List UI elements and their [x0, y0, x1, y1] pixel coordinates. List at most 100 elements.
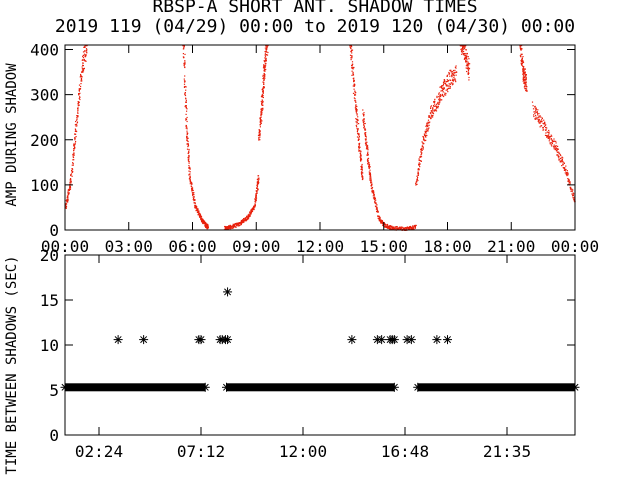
top-data-point-0	[71, 170, 73, 172]
top-data-point-0	[82, 54, 84, 56]
top-data-point-1	[199, 212, 201, 215]
top-data-point-10	[543, 129, 545, 131]
top-data-point-10	[568, 183, 570, 185]
top-data-point-10	[538, 121, 540, 123]
top-data-point-7	[419, 156, 421, 158]
top-data-point-0	[70, 178, 72, 180]
top-data-point-1	[195, 204, 197, 206]
top-data-point-1	[188, 149, 190, 151]
top-data-point-9	[523, 82, 525, 84]
top-data-point-0	[70, 174, 72, 176]
top-data-point-0	[72, 156, 75, 159]
top-data-point-1	[196, 211, 199, 213]
top-data-point-1	[207, 224, 209, 226]
top-data-point-1	[186, 138, 188, 140]
top-data-point-4	[361, 178, 364, 181]
top-data-point-2	[234, 224, 236, 226]
top-data-point-1	[198, 214, 200, 216]
top-data-point-6	[387, 227, 389, 229]
top-data-point-7	[437, 103, 439, 105]
top-data-point-6	[414, 227, 416, 229]
top-data-point-1	[190, 182, 192, 185]
top-data-point-9	[524, 85, 526, 87]
top-data-point-1	[198, 210, 200, 212]
top-data-point-7	[432, 108, 434, 110]
top-data-point-3	[261, 113, 263, 115]
top-data-point-7	[438, 92, 440, 94]
top-data-point-8	[468, 64, 470, 66]
top-data-point-10	[555, 142, 557, 144]
top-data-point-0	[67, 193, 69, 195]
top-data-point-3	[258, 129, 260, 131]
top-data-point-1	[194, 205, 196, 207]
top-data-point-1	[189, 181, 191, 183]
top-data-point-0	[79, 92, 81, 94]
top-data-point-2	[256, 190, 258, 192]
top-data-point-0	[72, 154, 74, 156]
top-data-point-10	[567, 179, 570, 181]
top-data-point-0	[86, 45, 88, 47]
top-data-point-4	[351, 50, 353, 52]
top-data-point-4	[356, 114, 358, 116]
top-data-point-3	[261, 109, 264, 111]
top-data-point-7	[441, 85, 443, 87]
top-data-point-2	[243, 220, 245, 222]
top-data-point-5	[373, 191, 375, 193]
top-data-point-9	[522, 73, 524, 75]
top-data-point-9	[523, 73, 525, 75]
top-data-point-10	[551, 135, 553, 137]
top-data-point-10	[546, 131, 548, 133]
top-data-point-2	[256, 184, 259, 186]
top-data-point-3	[267, 51, 269, 54]
top-data-point-4	[362, 176, 364, 179]
top-data-point-3	[264, 77, 266, 79]
top-data-point-5	[363, 114, 365, 116]
top-data-point-2	[253, 205, 256, 208]
top-data-point-7	[445, 81, 448, 83]
top-data-point-4	[351, 67, 353, 69]
top-data-point-7	[430, 117, 432, 119]
top-data-point-2	[243, 220, 245, 222]
top-data-point-1	[202, 223, 204, 225]
top-data-point-2	[243, 218, 245, 220]
top-data-point-5	[369, 174, 371, 176]
top-data-point-4	[360, 155, 362, 157]
top-data-point-7	[421, 152, 423, 154]
top-data-point-2	[257, 182, 260, 184]
top-data-point-9	[524, 81, 526, 83]
top-data-point-3	[264, 57, 266, 59]
top-data-point-2	[230, 227, 232, 229]
top-data-point-3	[259, 126, 261, 128]
top-data-point-1	[190, 185, 192, 187]
top-data-point-7	[429, 112, 432, 114]
top-data-point-4	[357, 116, 359, 118]
top-data-point-2	[254, 203, 256, 205]
top-data-point-7	[426, 129, 428, 131]
top-data-point-7	[428, 116, 430, 118]
top-data-point-4	[361, 175, 363, 177]
top-data-point-1	[202, 219, 204, 221]
top-data-point-0	[82, 70, 85, 72]
top-data-point-7	[453, 80, 455, 82]
top-data-point-10	[563, 169, 565, 171]
top-data-point-1	[189, 183, 191, 185]
top-data-point-10	[541, 117, 543, 120]
top-data-point-0	[82, 55, 84, 57]
top-data-point-2	[241, 221, 243, 224]
top-data-point-8	[463, 45, 465, 47]
top-data-point-7	[439, 102, 441, 104]
top-data-point-4	[352, 74, 355, 76]
top-data-point-6	[405, 228, 407, 230]
top-data-point-2	[258, 181, 260, 183]
top-data-point-5	[364, 142, 367, 144]
top-data-point-6	[382, 224, 384, 227]
top-data-point-2	[238, 224, 240, 227]
top-data-point-10	[572, 197, 574, 199]
top-data-point-5	[373, 192, 375, 194]
top-data-point-1	[193, 200, 195, 202]
top-data-point-6	[402, 228, 404, 230]
top-data-point-5	[372, 190, 375, 192]
top-data-point-0	[72, 162, 74, 164]
top-data-point-7	[438, 97, 440, 99]
top-data-point-7	[435, 109, 437, 111]
